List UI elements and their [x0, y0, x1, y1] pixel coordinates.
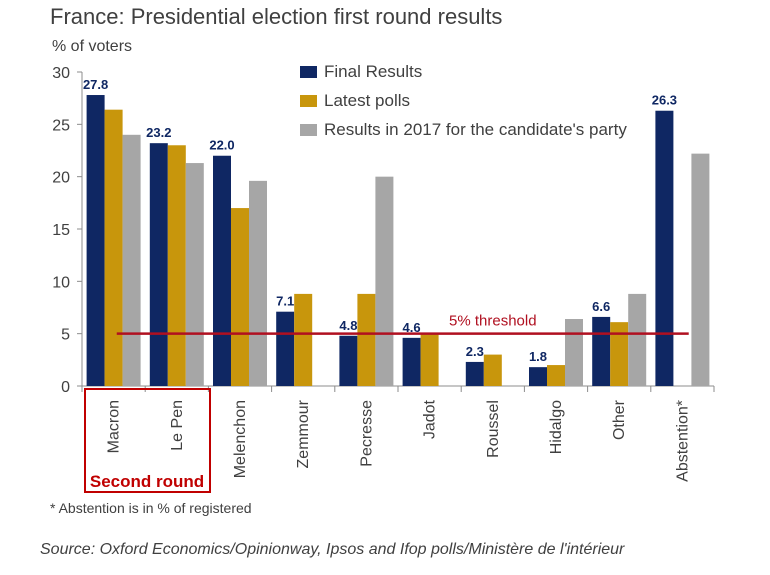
data-label: 27.8 — [83, 77, 108, 92]
x-axis-category-label: Melenchon — [232, 400, 249, 478]
legend-swatch — [300, 95, 317, 107]
bar-final — [149, 143, 168, 386]
data-label: 23.2 — [146, 125, 171, 140]
legend-label: Results in 2017 for the candidate's part… — [324, 120, 627, 139]
x-axis-category-label: Hidalgo — [548, 400, 565, 454]
y-axis-tick-label: 0 — [61, 379, 70, 396]
chart-title: France: Presidential election first roun… — [50, 4, 503, 29]
y-axis-tick-label: 20 — [52, 170, 70, 187]
data-label: 2.3 — [466, 344, 484, 359]
legend-label: Final Results — [324, 62, 422, 81]
bar-final — [655, 110, 674, 386]
bar-final — [213, 155, 231, 386]
bar-final — [592, 316, 611, 386]
bar-polls — [104, 109, 123, 387]
x-axis-category-label: Abstention* — [674, 400, 691, 482]
y-axis-unit-label: % of voters — [52, 38, 133, 55]
bar-final — [276, 311, 295, 386]
bar-r2017 — [628, 293, 647, 386]
source-note: Source: Oxford Economics/Opinionway, Ips… — [40, 541, 625, 558]
bar-polls — [167, 145, 186, 386]
legend-swatch — [300, 66, 317, 78]
bar-r2017 — [691, 153, 710, 386]
bar-polls — [420, 333, 439, 386]
bar-final — [339, 335, 358, 386]
x-axis-category-label: Jadot — [422, 399, 439, 439]
bar-r2017 — [122, 134, 141, 386]
data-label: 1.8 — [529, 349, 547, 364]
bar-polls — [231, 208, 249, 386]
bar-polls — [610, 322, 629, 386]
bar-polls — [294, 293, 313, 386]
data-label: 26.3 — [652, 93, 677, 108]
x-axis-category-label: Le Pen — [169, 400, 186, 451]
y-axis-tick-label: 25 — [52, 117, 70, 134]
legend-label: Latest polls — [324, 91, 410, 110]
bar-final — [402, 337, 421, 386]
bar-final — [529, 367, 547, 386]
bar-final — [465, 361, 484, 386]
x-axis-category-label: Other — [611, 399, 628, 440]
bar-final — [86, 95, 105, 386]
bar-polls — [483, 354, 502, 386]
bar-polls — [357, 293, 376, 386]
legend-swatch — [300, 124, 317, 136]
bar-chart: 0 5 10 15 20 25 30 27.8 Macron 23.2 Le Pen 22.0 Mele… — [52, 62, 715, 493]
x-axis-category-label: Pecresse — [358, 400, 375, 467]
threshold-label: 5% threshold — [449, 313, 537, 330]
footnote: * Abstention is in % of registered — [50, 500, 252, 516]
bar-r2017 — [565, 319, 583, 386]
data-label: 7.1 — [276, 294, 294, 309]
data-label: 4.8 — [339, 318, 357, 333]
x-axis-category-label: Zemmour — [295, 399, 312, 468]
y-axis-tick-label: 5 — [61, 327, 70, 344]
bar-polls — [547, 365, 565, 386]
bar-r2017 — [185, 163, 204, 386]
x-axis-category-label: Roussel — [485, 400, 502, 458]
second-round-label: Second round — [90, 472, 204, 491]
bar-r2017 — [249, 180, 267, 386]
y-axis-tick-label: 10 — [52, 274, 70, 291]
y-axis-tick-label: 30 — [52, 65, 70, 82]
data-label: 22.0 — [209, 138, 234, 153]
y-axis-tick-label: 15 — [52, 222, 70, 239]
data-label: 6.6 — [592, 299, 610, 314]
data-label: 4.6 — [403, 320, 421, 335]
bar-r2017 — [375, 176, 394, 386]
second-round-box — [84, 388, 211, 493]
x-axis-category-label: Macron — [106, 400, 123, 453]
